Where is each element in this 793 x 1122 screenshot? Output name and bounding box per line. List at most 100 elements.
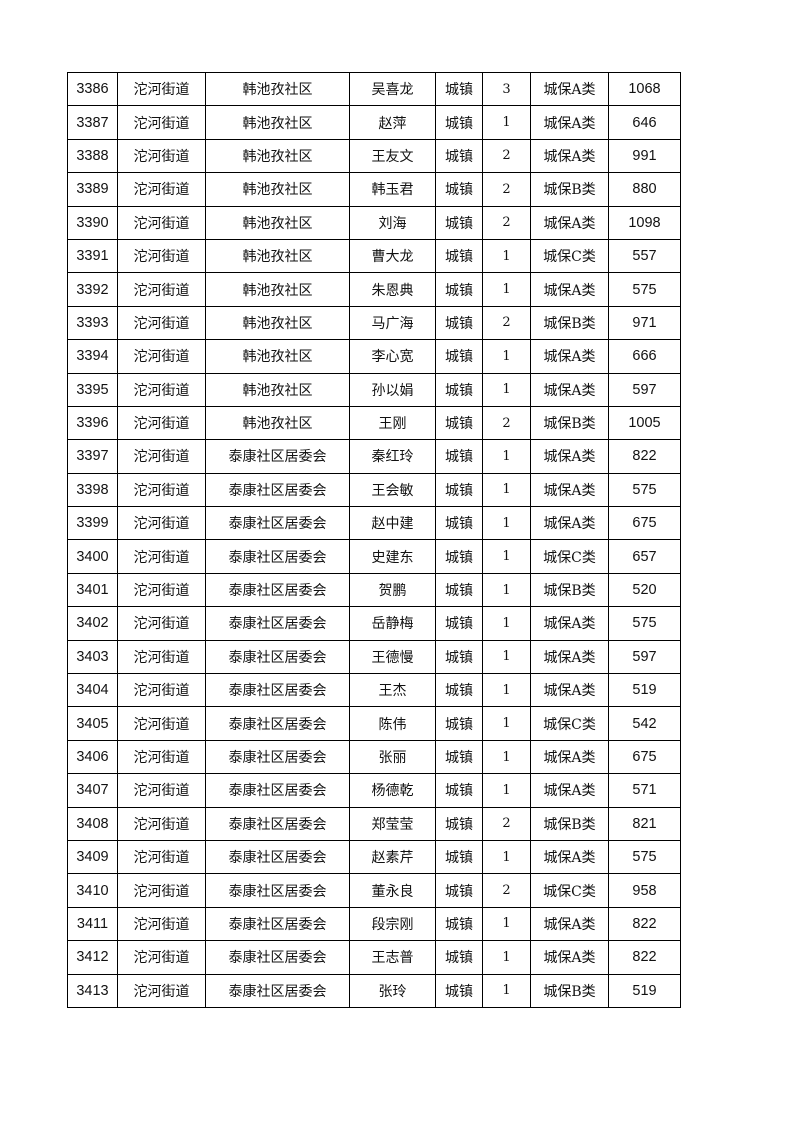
table-row: 3399 沱河街道 泰康社区居委会 赵中建 城镇 1 城保A类 675 bbox=[67, 506, 681, 541]
table-row: 3393 沱河街道 韩池孜社区 马广海 城镇 2 城保B类 971 bbox=[67, 305, 681, 341]
insurance-category-cell: 城保A类 bbox=[530, 472, 609, 508]
area-type-cell: 城镇 bbox=[435, 372, 483, 407]
area-type-cell: 城镇 bbox=[435, 71, 483, 107]
street-cell: 沱河街道 bbox=[117, 138, 206, 174]
community-cell: 泰康社区居委会 bbox=[205, 773, 350, 808]
household-size-cell: 1 bbox=[482, 339, 531, 374]
street-cell: 沱河街道 bbox=[117, 639, 206, 675]
table-row: 3391 沱河街道 韩池孜社区 曹大龙 城镇 1 城保C类 557 bbox=[67, 238, 681, 274]
area-type-cell: 城镇 bbox=[435, 172, 483, 207]
community-cell: 韩池孜社区 bbox=[205, 238, 350, 274]
household-size-cell: 3 bbox=[482, 71, 531, 107]
row-number-cell: 3412 bbox=[67, 940, 118, 975]
amount-cell: 1098 bbox=[608, 205, 681, 240]
row-number-cell: 3403 bbox=[67, 639, 118, 675]
household-size-cell: 1 bbox=[482, 272, 531, 307]
household-size-cell: 2 bbox=[482, 138, 531, 174]
insurance-category-cell: 城保B类 bbox=[530, 172, 609, 207]
community-cell: 泰康社区居委会 bbox=[205, 940, 350, 975]
area-type-cell: 城镇 bbox=[435, 606, 483, 641]
area-type-cell: 城镇 bbox=[435, 773, 483, 808]
amount-cell: 571 bbox=[608, 773, 681, 808]
row-number-cell: 3390 bbox=[67, 205, 118, 240]
row-number-cell: 3408 bbox=[67, 806, 118, 841]
insurance-category-cell: 城保B类 bbox=[530, 806, 609, 841]
area-type-cell: 城镇 bbox=[435, 639, 483, 675]
person-name-cell: 张丽 bbox=[349, 739, 436, 775]
table-row: 3408 沱河街道 泰康社区居委会 郑莹莹 城镇 2 城保B类 821 bbox=[67, 806, 681, 841]
person-name-cell: 韩玉君 bbox=[349, 172, 436, 207]
amount-cell: 666 bbox=[608, 339, 681, 374]
row-number-cell: 3411 bbox=[67, 906, 118, 942]
street-cell: 沱河街道 bbox=[117, 272, 206, 307]
amount-cell: 822 bbox=[608, 439, 681, 474]
row-number-cell: 3387 bbox=[67, 105, 118, 140]
area-type-cell: 城镇 bbox=[435, 506, 483, 541]
table-row: 3387 沱河街道 韩池孜社区 赵萍 城镇 1 城保A类 646 bbox=[67, 105, 681, 140]
amount-cell: 675 bbox=[608, 739, 681, 775]
person-name-cell: 张玲 bbox=[349, 973, 436, 1008]
row-number-cell: 3395 bbox=[67, 372, 118, 407]
household-size-cell: 1 bbox=[482, 105, 531, 140]
community-cell: 泰康社区居委会 bbox=[205, 606, 350, 641]
row-number-cell: 3389 bbox=[67, 172, 118, 207]
community-cell: 韩池孜社区 bbox=[205, 105, 350, 140]
household-size-cell: 2 bbox=[482, 806, 531, 841]
household-size-cell: 1 bbox=[482, 506, 531, 541]
row-number-cell: 3386 bbox=[67, 71, 118, 107]
street-cell: 沱河街道 bbox=[117, 940, 206, 975]
community-cell: 泰康社区居委会 bbox=[205, 506, 350, 541]
community-cell: 泰康社区居委会 bbox=[205, 973, 350, 1008]
amount-cell: 821 bbox=[608, 806, 681, 841]
row-number-cell: 3399 bbox=[67, 506, 118, 541]
area-type-cell: 城镇 bbox=[435, 806, 483, 841]
insurance-category-cell: 城保A类 bbox=[530, 739, 609, 775]
community-cell: 泰康社区居委会 bbox=[205, 439, 350, 474]
community-cell: 韩池孜社区 bbox=[205, 372, 350, 407]
amount-cell: 657 bbox=[608, 539, 681, 574]
household-size-cell: 1 bbox=[482, 773, 531, 808]
community-cell: 韩池孜社区 bbox=[205, 138, 350, 174]
insurance-category-cell: 城保C类 bbox=[530, 238, 609, 274]
street-cell: 沱河街道 bbox=[117, 973, 206, 1008]
street-cell: 沱河街道 bbox=[117, 405, 206, 441]
community-cell: 韩池孜社区 bbox=[205, 71, 350, 107]
table-row: 3396 沱河街道 韩池孜社区 王刚 城镇 2 城保B类 1005 bbox=[67, 405, 681, 441]
person-name-cell: 王友文 bbox=[349, 138, 436, 174]
area-type-cell: 城镇 bbox=[435, 305, 483, 341]
person-name-cell: 马广海 bbox=[349, 305, 436, 341]
row-number-cell: 3409 bbox=[67, 839, 118, 875]
household-size-cell: 1 bbox=[482, 706, 531, 741]
person-name-cell: 贺鹏 bbox=[349, 572, 436, 608]
street-cell: 沱河街道 bbox=[117, 806, 206, 841]
area-type-cell: 城镇 bbox=[435, 906, 483, 942]
insurance-category-cell: 城保A类 bbox=[530, 272, 609, 307]
amount-cell: 958 bbox=[608, 873, 681, 908]
street-cell: 沱河街道 bbox=[117, 773, 206, 808]
table-row: 3398 沱河街道 泰康社区居委会 王会敏 城镇 1 城保A类 575 bbox=[67, 472, 681, 508]
table-row: 3390 沱河街道 韩池孜社区 刘海 城镇 2 城保A类 1098 bbox=[67, 205, 681, 240]
street-cell: 沱河街道 bbox=[117, 606, 206, 641]
row-number-cell: 3392 bbox=[67, 272, 118, 307]
household-size-cell: 1 bbox=[482, 940, 531, 975]
household-size-cell: 2 bbox=[482, 873, 531, 908]
table-row: 3388 沱河街道 韩池孜社区 王友文 城镇 2 城保A类 991 bbox=[67, 138, 681, 174]
street-cell: 沱河街道 bbox=[117, 873, 206, 908]
community-cell: 泰康社区居委会 bbox=[205, 739, 350, 775]
row-number-cell: 3393 bbox=[67, 305, 118, 341]
community-cell: 泰康社区居委会 bbox=[205, 572, 350, 608]
household-size-cell: 1 bbox=[482, 973, 531, 1008]
community-cell: 韩池孜社区 bbox=[205, 405, 350, 441]
household-size-cell: 1 bbox=[482, 238, 531, 274]
amount-cell: 822 bbox=[608, 906, 681, 942]
community-cell: 韩池孜社区 bbox=[205, 205, 350, 240]
household-size-cell: 1 bbox=[482, 839, 531, 875]
community-cell: 泰康社区居委会 bbox=[205, 673, 350, 708]
amount-cell: 1068 bbox=[608, 71, 681, 107]
street-cell: 沱河街道 bbox=[117, 439, 206, 474]
community-cell: 泰康社区居委会 bbox=[205, 906, 350, 942]
row-number-cell: 3404 bbox=[67, 673, 118, 708]
insurance-category-cell: 城保A类 bbox=[530, 138, 609, 174]
table-row: 3410 沱河街道 泰康社区居委会 董永良 城镇 2 城保C类 958 bbox=[67, 873, 681, 908]
person-name-cell: 王刚 bbox=[349, 405, 436, 441]
